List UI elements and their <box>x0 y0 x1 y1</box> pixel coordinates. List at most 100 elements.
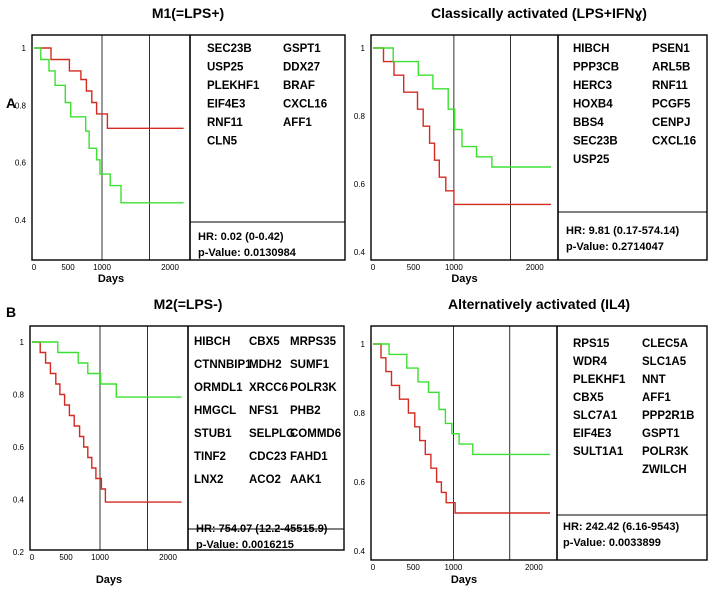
chart-3-series-red <box>32 341 182 503</box>
chart-4-gene-label: PLEKHF1 <box>573 374 626 386</box>
chart-1-p-value: p-Value: 0.0130984 <box>198 247 297 259</box>
chart-1-gene-label: RNF11 <box>207 117 243 129</box>
chart-4-gene-label: WDR4 <box>573 356 607 368</box>
chart-1-frame <box>31 34 346 261</box>
chart-2-gene-label: HOXB4 <box>573 99 613 111</box>
chart-2-gene-label: PCGF5 <box>652 99 691 111</box>
chart-2-gene-label: CXCL16 <box>652 136 696 148</box>
chart-2-series-red <box>373 47 551 206</box>
chart-2-gene-label: PSEN1 <box>652 43 690 55</box>
chart-2-gene-label: CENPJ <box>652 117 690 129</box>
chart-2-gene-label: RNF11 <box>652 80 688 92</box>
chart-2-frame <box>370 34 708 261</box>
chart-2-gene-label: HERC3 <box>573 80 612 92</box>
chart-4-gene-label: EIF4E3 <box>573 428 611 440</box>
chart-1-y-tick-label: 0.6 <box>15 159 27 168</box>
chart-1-x-axis-label: Days <box>98 273 124 285</box>
chart-4-x-tick-label: 500 <box>407 563 421 572</box>
chart-1-gene-label: USP25 <box>207 62 244 74</box>
chart-2-hazard-ratio: HR: 9.81 (0.17-574.14) <box>566 225 679 237</box>
chart-1-gene-label: EIF4E3 <box>207 99 245 111</box>
chart-4-p-value: p-Value: 0.0033899 <box>563 537 661 549</box>
chart-2-gene-label: HIBCH <box>573 43 609 55</box>
chart-2-y-tick-label: 0.4 <box>354 248 366 257</box>
chart-4-series-red <box>373 343 550 514</box>
chart-2-x-tick-label: 1000 <box>445 263 463 272</box>
chart-4-series-green <box>373 343 550 456</box>
chart-4-gene-label: SLC1A5 <box>642 356 687 368</box>
chart-1-y-tick-label: 1 <box>22 44 27 53</box>
chart-1-x-tick-label: 2000 <box>161 263 179 272</box>
chart-3-gene-label: PHB2 <box>290 405 321 417</box>
chart-2-y-tick-label: 1 <box>361 44 366 53</box>
chart-3-x-tick-label: 500 <box>59 553 73 562</box>
chart-4-frame <box>370 325 708 561</box>
chart-4-y-tick-label: 0.4 <box>354 547 366 556</box>
chart-3-gene-label: TINF2 <box>194 451 226 463</box>
chart-3-gene-label: CBX5 <box>249 336 280 348</box>
chart-3-gene-label: NFS1 <box>249 405 279 417</box>
chart-4-title: Alternatively activated (IL4) <box>448 296 630 312</box>
chart-3-x-axis-label: Days <box>96 574 122 586</box>
chart-2-gene-label: BBS4 <box>573 117 604 129</box>
chart-3-x-tick-label: 0 <box>30 553 35 562</box>
chart-2-gene-label: SEC23B <box>573 136 618 148</box>
chart-3-y-tick-label: 1 <box>20 338 25 347</box>
chart-3-y-tick-label: 0.2 <box>13 548 25 557</box>
chart-3-x-tick-label: 2000 <box>159 553 177 562</box>
chart-3-gene-label: MRPS35 <box>290 336 337 348</box>
panel-label-a: A <box>6 95 17 111</box>
chart-2-x-axis-label: Days <box>451 273 477 285</box>
chart-4-y-tick-label: 0.6 <box>354 478 366 487</box>
chart-4-x-tick-label: 2000 <box>525 563 543 572</box>
chart-1-y-tick-label: 0.4 <box>15 216 27 225</box>
chart-4-x-axis-label: Days <box>451 574 477 586</box>
chart-1-gene-label: PLEKHF1 <box>207 80 260 92</box>
panel-label-b: B <box>6 304 17 320</box>
chart-4-gene-label: AFF1 <box>642 392 671 404</box>
chart-1-gene-label: BRAF <box>283 80 315 92</box>
chart-1-series-red <box>34 47 184 130</box>
chart-3-hazard-ratio: HR: 754.07 (12.2-45515.9) <box>196 523 328 535</box>
chart-1-x-tick-label: 1000 <box>93 263 111 272</box>
chart-3-gene-label: STUB1 <box>194 428 232 440</box>
chart-3-gene-label: COMMD6 <box>290 428 341 440</box>
chart-4-y-tick-label: 0.8 <box>354 409 366 418</box>
chart-3-gene-label: HMGCL <box>194 405 236 417</box>
chart-1-x-tick-label: 0 <box>32 263 37 272</box>
chart-4-gene-label: NNT <box>642 374 666 386</box>
chart-2-series-green <box>373 47 551 168</box>
chart-3-gene-label: HIBCH <box>194 336 230 348</box>
chart-4-hazard-ratio: HR: 242.42 (6.16-9543) <box>563 521 680 533</box>
chart-4-x-tick-label: 1000 <box>445 563 463 572</box>
chart-2-x-tick-label: 0 <box>371 263 376 272</box>
chart-3-y-tick-label: 0.8 <box>13 391 25 400</box>
chart-3-y-tick-label: 0.4 <box>13 496 25 505</box>
chart-1-title: M1(=LPS+) <box>152 5 224 21</box>
chart-3-gene-label: CTNNBIP1 <box>194 359 252 371</box>
chart-1-x-tick-label: 500 <box>61 263 75 272</box>
chart-2-y-tick-label: 0.6 <box>354 180 366 189</box>
chart-2-gene-label: PPP3CB <box>573 62 619 74</box>
chart-3-title: M2(=LPS-) <box>154 296 223 312</box>
chart-3-gene-label: XRCC6 <box>249 382 288 394</box>
chart-4-gene-label: GSPT1 <box>642 428 680 440</box>
chart-3-x-tick-label: 1000 <box>91 553 109 562</box>
chart-3-gene-label: MDH2 <box>249 359 282 371</box>
chart-3-gene-label: AAK1 <box>290 474 322 486</box>
chart-2-gene-label: USP25 <box>573 154 610 166</box>
chart-3-gene-label: CDC23 <box>249 451 287 463</box>
chart-1-gene-label: DDX27 <box>283 62 320 74</box>
chart-1-hazard-ratio: HR: 0.02 (0-0.42) <box>198 231 284 243</box>
chart-4-gene-label: SLC7A1 <box>573 410 618 422</box>
chart-4-gene-label: CLEC5A <box>642 338 688 350</box>
chart-4-gene-label: SULT1A1 <box>573 446 624 458</box>
chart-3-gene-label: POLR3K <box>290 382 337 394</box>
chart-3-p-value: p-Value: 0.0016215 <box>196 539 294 551</box>
chart-3-y-tick-label: 0.6 <box>13 443 25 452</box>
chart-4-gene-label: RPS15 <box>573 338 610 350</box>
chart-4-gene-label: CBX5 <box>573 392 604 404</box>
chart-3-gene-label: SUMF1 <box>290 359 330 371</box>
chart-3-gene-label: LNX2 <box>194 474 223 486</box>
